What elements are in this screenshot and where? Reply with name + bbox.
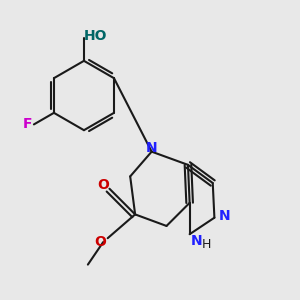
Text: N: N xyxy=(146,141,158,155)
Text: N: N xyxy=(218,209,230,223)
Text: N: N xyxy=(190,235,202,248)
Text: O: O xyxy=(97,178,109,192)
Text: HO: HO xyxy=(84,29,107,43)
Text: H: H xyxy=(202,238,212,250)
Text: F: F xyxy=(23,117,33,131)
Text: O: O xyxy=(94,235,106,249)
